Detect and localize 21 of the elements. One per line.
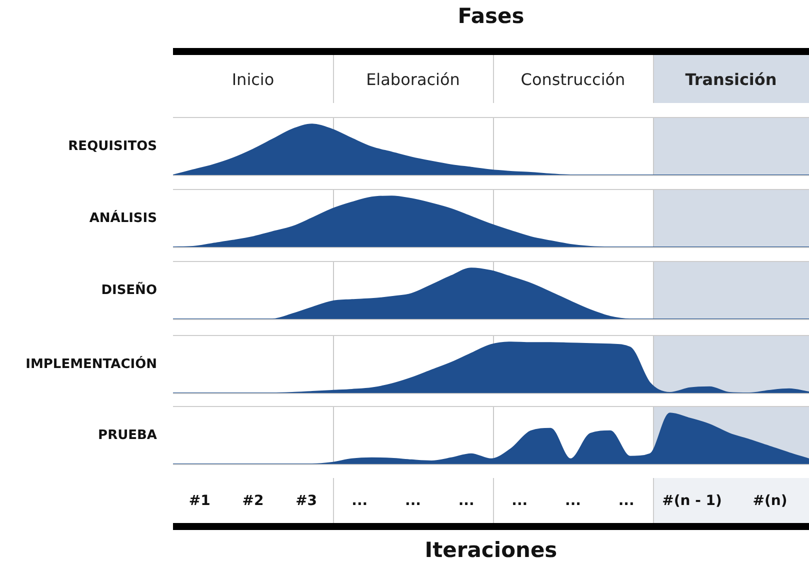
- text: #1: [188, 492, 212, 508]
- text: ...: [617, 492, 636, 508]
- text: Iteraciones: [424, 538, 558, 562]
- text: ...: [350, 492, 369, 508]
- y-axis-title: REQUISITOS: [67, 138, 157, 156]
- text: Fases: [456, 4, 526, 28]
- text: Inicio: [230, 68, 276, 90]
- text: #3: [294, 492, 318, 508]
- y-axis-title: ANÁLISIS: [88, 209, 157, 228]
- text: Construcción: [520, 68, 626, 90]
- y-axis-title: IMPLEMENTACIÓN: [24, 355, 157, 374]
- y-axis-title: DISEÑO: [100, 280, 157, 300]
- text: #(n - 1): [661, 492, 723, 508]
- y-axis-title: PRUEBA: [97, 427, 157, 445]
- text: #2: [241, 492, 265, 508]
- text: ...: [564, 492, 582, 508]
- text: Elaboración: [365, 68, 461, 90]
- text: #(n): [752, 492, 788, 508]
- text: ...: [404, 492, 422, 508]
- text: ...: [457, 492, 476, 508]
- text: ...: [510, 492, 529, 508]
